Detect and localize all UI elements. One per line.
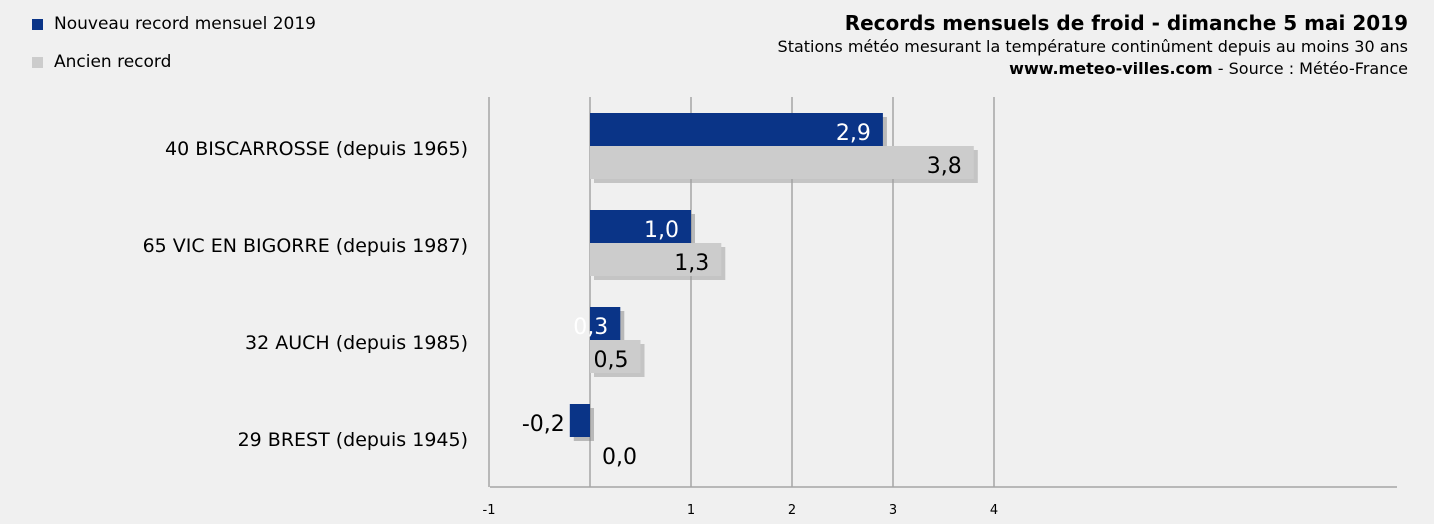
source-line: www.meteo-villes.com - Source : Météo-Fr… (778, 58, 1408, 80)
category-label: 29 BREST (depuis 1945) (238, 429, 468, 451)
legend-swatch-new-record (32, 18, 43, 30)
data-label: 2,9 (836, 121, 871, 146)
category-label: 32 AUCH (depuis 1985) (245, 332, 468, 354)
bar-new-record (569, 404, 590, 437)
x-tick-label: 1 (687, 503, 695, 518)
chart-title: Records mensuels de froid - dimanche 5 m… (844, 11, 1408, 35)
legend-item-new-record: Nouveau record mensuel 2019 (32, 12, 316, 36)
legend-label-new-record: Nouveau record mensuel 2019 (54, 14, 316, 34)
data-label: -0,2 (522, 412, 565, 437)
legend-item-old-record: Ancien record (32, 50, 316, 74)
bar-new-record (590, 307, 621, 340)
x-tick-label: 3 (889, 503, 897, 518)
legend: Nouveau record mensuel 2019 Ancien recor… (32, 12, 316, 88)
bar-old-record (590, 340, 641, 373)
data-label: 1,0 (644, 218, 679, 243)
data-label: 1,3 (674, 251, 709, 276)
source-text: - Source : Météo-France (1212, 59, 1408, 78)
bar-new-record (590, 210, 691, 243)
data-label: 0,0 (602, 445, 637, 470)
bar-old-record (590, 146, 974, 179)
chart-subtitle: Stations météo mesurant la température c… (777, 37, 1408, 56)
x-tick-label: -1 (483, 503, 496, 518)
legend-swatch-old-record (32, 56, 43, 68)
category-label: 65 VIC EN BIGORRE (depuis 1987) (143, 235, 468, 257)
category-label: 40 BISCARROSSE (depuis 1965) (165, 138, 468, 160)
legend-label-old-record: Ancien record (54, 52, 172, 72)
data-label: 3,8 (927, 154, 962, 179)
bar-new-record (590, 113, 883, 146)
chart-header: Records mensuels de froid - dimanche 5 m… (778, 10, 1408, 80)
data-label: 0,5 (594, 348, 629, 373)
source-site: www.meteo-villes.com (1009, 59, 1213, 78)
x-tick-label: 4 (990, 503, 998, 518)
bar-old-record (590, 243, 722, 276)
data-label: 0,3 (573, 315, 608, 340)
x-tick-label: 2 (788, 503, 796, 518)
